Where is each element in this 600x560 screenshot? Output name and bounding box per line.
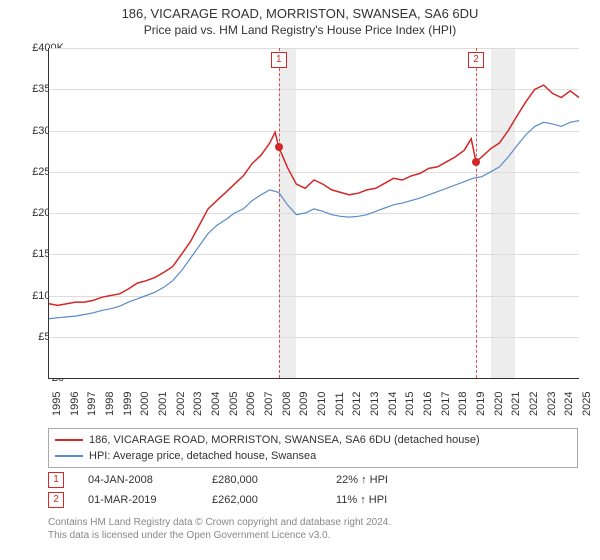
x-tick-label: 2015	[404, 392, 416, 416]
x-tick-label: 2014	[387, 392, 399, 416]
sales-table: 1 04-JAN-2008 £280,000 22% ↑ HPI 2 01-MAR-201…	[48, 470, 578, 510]
x-tick-label: 2020	[493, 392, 505, 416]
x-tick-label: 2018	[457, 392, 469, 416]
line-series-svg	[49, 48, 579, 378]
x-tick-label: 2021	[510, 392, 522, 416]
legend-label: 186, VICARAGE ROAD, MORRISTON, SWANSEA, …	[89, 434, 480, 446]
sale-flag: 2	[468, 52, 484, 68]
legend-row: 186, VICARAGE ROAD, MORRISTON, SWANSEA, …	[55, 432, 571, 448]
x-tick-label: 2002	[175, 392, 187, 416]
x-tick-label: 1995	[51, 392, 63, 416]
x-tick-label: 2007	[263, 392, 275, 416]
chart-subtitle: Price paid vs. HM Land Registry's House …	[0, 23, 600, 37]
sale-date: 04-JAN-2008	[88, 474, 188, 486]
x-tick-label: 2013	[369, 392, 381, 416]
sale-row: 1 04-JAN-2008 £280,000 22% ↑ HPI	[48, 470, 578, 490]
x-tick-label: 2000	[139, 392, 151, 416]
sale-price: £262,000	[212, 494, 312, 506]
series-property_price	[49, 85, 579, 305]
x-tick-label: 2008	[281, 392, 293, 416]
chart-plot-area: 12	[48, 48, 579, 379]
x-tick-label: 2023	[546, 392, 558, 416]
x-tick-label: 1996	[69, 392, 81, 416]
x-tick-label: 2017	[440, 392, 452, 416]
x-tick-label: 2006	[245, 392, 257, 416]
x-tick-label: 2019	[475, 392, 487, 416]
sale-flag: 1	[271, 52, 287, 68]
x-tick-label: 1999	[122, 392, 134, 416]
sale-row-flag: 2	[48, 492, 64, 508]
legend-label: HPI: Average price, detached house, Swan…	[89, 450, 316, 462]
sale-price: £280,000	[212, 474, 312, 486]
x-tick-label: 2012	[351, 392, 363, 416]
x-tick-label: 2001	[157, 392, 169, 416]
sale-delta: 22% ↑ HPI	[336, 474, 436, 486]
legend-row: HPI: Average price, detached house, Swan…	[55, 448, 571, 464]
sale-dot	[275, 143, 283, 151]
x-tick-label: 2024	[563, 392, 575, 416]
x-tick-label: 2009	[298, 392, 310, 416]
x-tick-label: 2003	[192, 392, 204, 416]
x-tick-label: 2022	[528, 392, 540, 416]
sale-dot	[472, 158, 480, 166]
x-tick-label: 2005	[228, 392, 240, 416]
x-tick-label: 1997	[86, 392, 98, 416]
legend-swatch	[55, 455, 83, 457]
x-tick-label: 2016	[422, 392, 434, 416]
chart-title: 186, VICARAGE ROAD, MORRISTON, SWANSEA, …	[0, 6, 600, 21]
sale-row-flag: 1	[48, 472, 64, 488]
x-tick-label: 2004	[210, 392, 222, 416]
chart-legend: 186, VICARAGE ROAD, MORRISTON, SWANSEA, …	[48, 428, 578, 468]
x-tick-label: 2010	[316, 392, 328, 416]
footer-line-2: This data is licensed under the Open Gov…	[48, 529, 578, 542]
sale-date: 01-MAR-2019	[88, 494, 188, 506]
x-tick-label: 2025	[581, 392, 593, 416]
x-tick-label: 2011	[334, 392, 346, 416]
legend-swatch	[55, 439, 83, 441]
sale-row: 2 01-MAR-2019 £262,000 11% ↑ HPI	[48, 490, 578, 510]
x-tick-label: 1998	[104, 392, 116, 416]
footer-line-1: Contains HM Land Registry data © Crown c…	[48, 516, 578, 529]
sale-delta: 11% ↑ HPI	[336, 494, 436, 506]
